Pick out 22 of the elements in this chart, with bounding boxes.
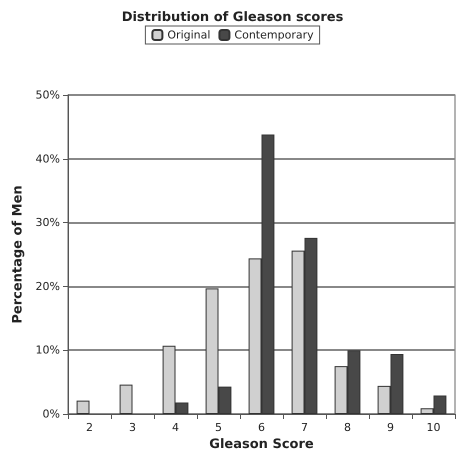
- legend-label: Contemporary: [234, 28, 314, 42]
- y-axis-title: Percentage of Men: [10, 185, 26, 324]
- x-axis-title: Gleason Score: [209, 436, 314, 452]
- x-tick-label: 5: [215, 421, 222, 434]
- x-tick-label: 4: [172, 421, 179, 434]
- x-tick-label: 3: [129, 421, 136, 434]
- bar: [76, 400, 90, 414]
- y-tick-label: 0%: [42, 408, 60, 420]
- x-tick-label: 10: [426, 421, 440, 434]
- x-tick-label: 2: [86, 421, 93, 434]
- y-tick-label: 10%: [36, 344, 60, 357]
- x-tick-label: 8: [344, 421, 351, 434]
- y-tick-label: 50%: [36, 88, 60, 102]
- x-tick-label: 6: [258, 421, 265, 434]
- x-tick-label: 9: [387, 421, 394, 434]
- y-tick-label: 40%: [36, 152, 60, 166]
- y-tick-label: 30%: [36, 216, 60, 230]
- legend-label: Original: [167, 28, 210, 42]
- bar: [120, 384, 132, 414]
- x-tick-label: 7: [301, 421, 308, 434]
- y-tick-label: 20%: [36, 280, 60, 293]
- chart-title: Distribution of Gleason scores: [122, 10, 344, 25]
